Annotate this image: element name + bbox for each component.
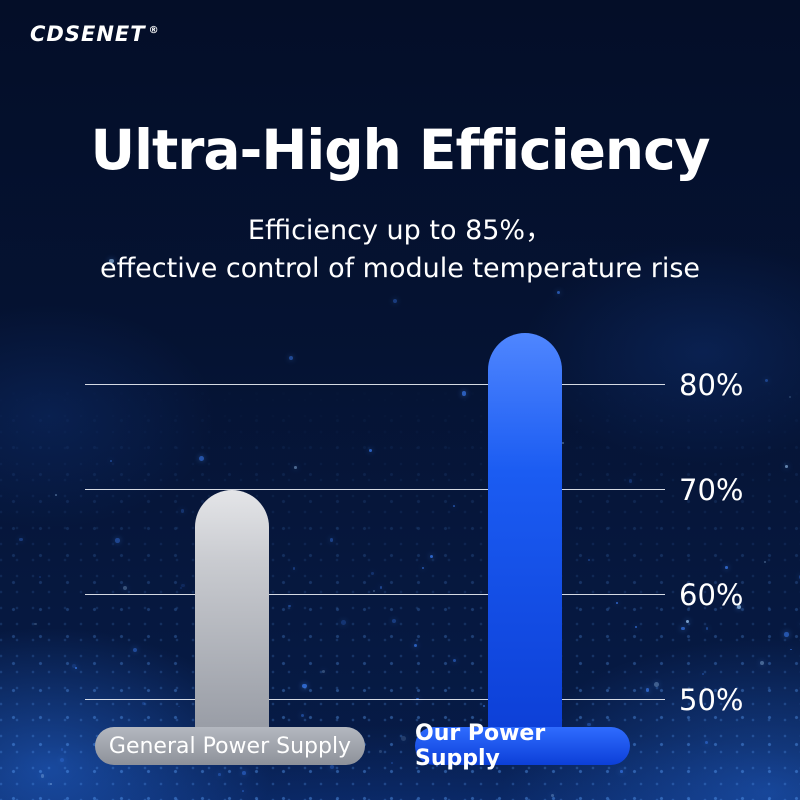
legend-general-power-supply: General Power Supply bbox=[95, 727, 365, 765]
bar-general-power-supply bbox=[195, 490, 269, 728]
gridline-70 bbox=[85, 489, 665, 490]
gridline-80 bbox=[85, 384, 665, 385]
gridline-60 bbox=[85, 594, 665, 595]
bar-our-power-supply bbox=[488, 333, 562, 729]
y-tick-label-70: 70% bbox=[679, 473, 743, 507]
chart-plot-area: 80% 70% 60% 50% bbox=[85, 280, 665, 700]
promo-page: CDSENET ® Ultra-High Efficiency Efficienc… bbox=[0, 0, 800, 800]
legend-label-general: General Power Supply bbox=[109, 734, 351, 759]
efficiency-bar-chart: 80% 70% 60% 50% General Power Supply Our Po… bbox=[0, 0, 800, 800]
y-tick-label-50: 50% bbox=[679, 683, 743, 717]
legend-our-power-supply: Our Power Supply bbox=[415, 727, 630, 765]
legend-label-ours: Our Power Supply bbox=[415, 721, 630, 771]
y-tick-label-60: 60% bbox=[679, 578, 743, 612]
gridline-50 bbox=[85, 699, 665, 700]
y-tick-label-80: 80% bbox=[679, 368, 743, 402]
